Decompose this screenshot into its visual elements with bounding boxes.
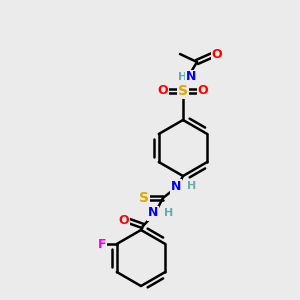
Text: F: F [98,238,106,250]
Text: H: H [188,181,196,191]
Text: S: S [139,191,149,205]
Text: O: O [212,47,222,61]
Text: N: N [171,179,181,193]
Text: N: N [186,70,196,83]
Text: O: O [158,85,168,98]
Text: O: O [119,214,129,226]
Text: O: O [198,85,208,98]
Text: S: S [178,84,188,98]
Text: H: H [164,208,174,218]
Text: N: N [148,206,158,220]
Text: H: H [178,72,188,82]
